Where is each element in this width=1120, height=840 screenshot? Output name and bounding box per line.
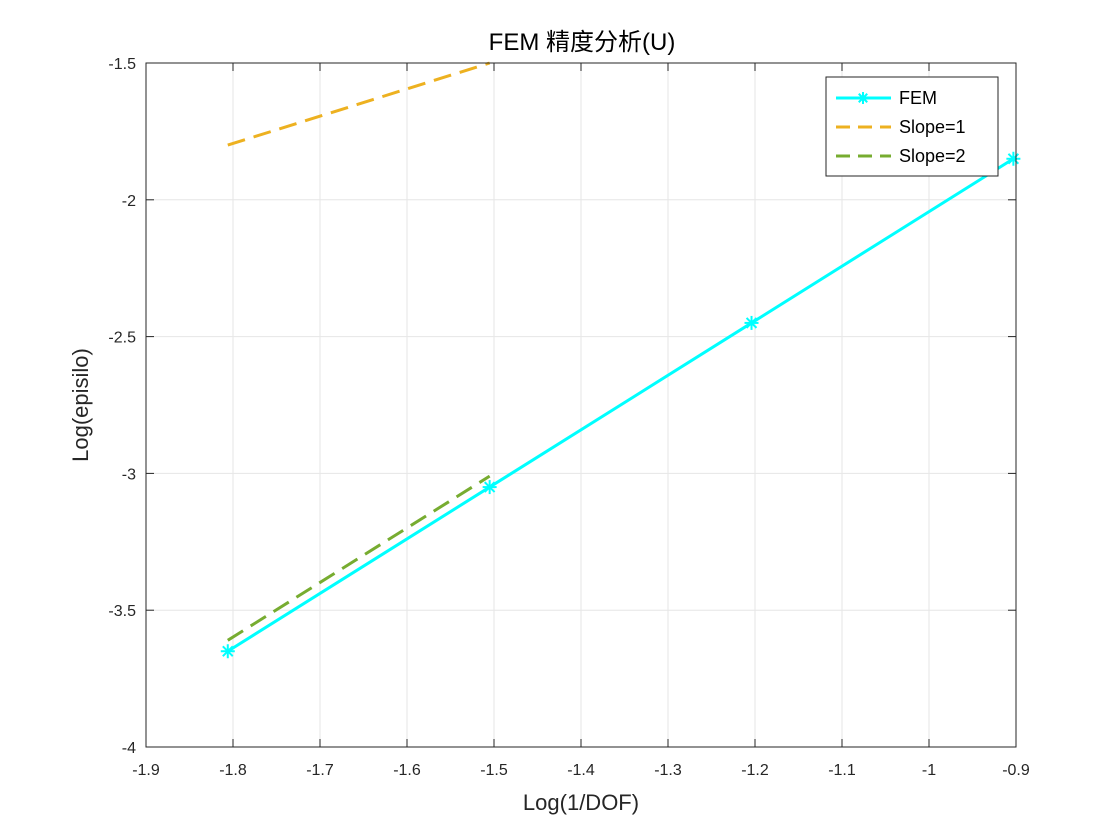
- series-marker-1: [1006, 151, 1021, 166]
- x-tick-label: -1.3: [654, 762, 682, 779]
- x-tick-label: -1.8: [219, 762, 247, 779]
- y-tick-label: -1.5: [108, 56, 136, 73]
- y-tick-label: -3: [122, 466, 136, 483]
- x-tick-label: -1.4: [567, 762, 595, 779]
- y-tick-label: -2: [122, 193, 136, 210]
- series-line-2: [227, 61, 491, 147]
- plot-series: [220, 61, 1021, 659]
- x-tick-label: -1.7: [306, 762, 334, 779]
- series-marker-1: [220, 644, 235, 659]
- legend-label-2: Slope=1: [899, 117, 966, 137]
- x-tick-label: -1.1: [828, 762, 856, 779]
- x-tick-label: -1.6: [393, 762, 421, 779]
- series-line-3: [226, 474, 491, 642]
- y-tick-label: -4: [122, 740, 136, 757]
- legend-box: [825, 76, 999, 177]
- legend-marker-1: [857, 92, 869, 104]
- series-line-1: [226, 157, 1015, 653]
- y-tick-label: -3.5: [108, 603, 136, 620]
- x-tick-label: -1.9: [132, 762, 160, 779]
- legend: FEM Slope=1 Slope=2: [825, 76, 999, 177]
- legend-label-1: FEM: [899, 88, 937, 108]
- x-tick-label: -1: [922, 762, 936, 779]
- series-marker-1: [744, 315, 759, 330]
- y-axis-title: Log(episilo): [68, 348, 93, 462]
- chart-title: FEM 精度分析(U): [489, 29, 676, 56]
- x-tick-label: -0.9: [1002, 762, 1030, 779]
- y-tick-label: -2.5: [108, 330, 136, 347]
- ticks: -1.9 -1.8 -1.7 -1.6 -1.5 -1.4 -1.3 -1.2 -1.1 -1 -0…: [108, 56, 1029, 779]
- legend-label-3: Slope=2: [899, 146, 966, 166]
- x-tick-label: -1.2: [741, 762, 769, 779]
- x-tick-label: -1.5: [480, 762, 508, 779]
- series-marker-1: [482, 480, 497, 495]
- x-axis-title: Log(1/DOF): [523, 790, 639, 815]
